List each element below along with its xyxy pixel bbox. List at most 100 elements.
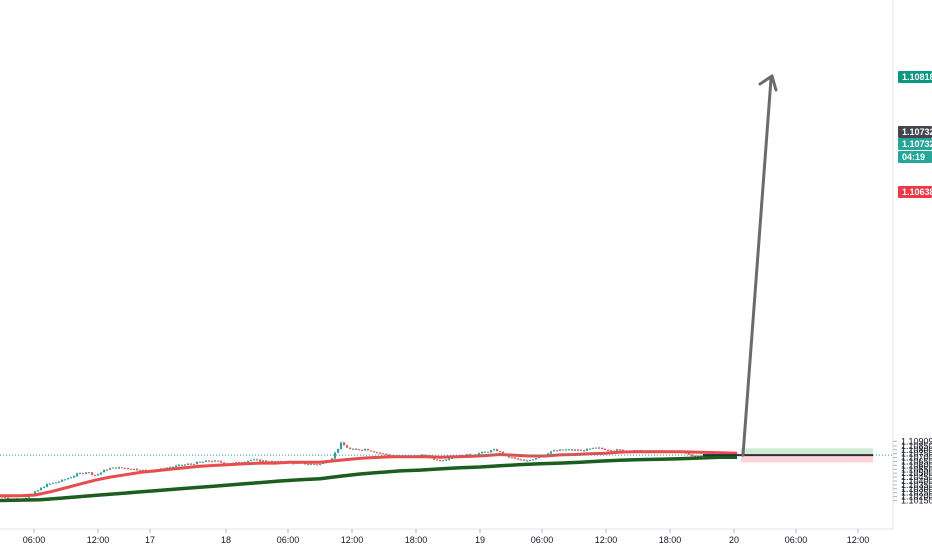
candle-body <box>583 450 585 452</box>
candle-body <box>139 470 141 472</box>
candle-body <box>202 461 204 463</box>
candle-body <box>94 474 96 476</box>
candle-body <box>106 469 108 471</box>
price-tick-label: 1.10250 <box>901 488 932 498</box>
candle-body <box>607 449 609 451</box>
time-tick-label: 19 <box>475 535 485 545</box>
candle-body <box>595 447 597 449</box>
candle-body <box>58 481 60 483</box>
candle-body <box>382 453 384 455</box>
candle-body <box>523 459 525 461</box>
candle-body <box>445 459 447 461</box>
candle-body <box>256 459 258 461</box>
price-tick-label: 1.10700 <box>901 453 932 463</box>
candle-body <box>199 461 201 463</box>
candle-body <box>307 464 309 466</box>
candle-body <box>127 468 129 470</box>
candle-body <box>697 455 699 457</box>
candle-body <box>439 460 441 462</box>
candle-body <box>373 451 375 453</box>
candle-body <box>448 458 450 460</box>
candle-body <box>700 455 702 457</box>
candle-body <box>28 496 30 498</box>
arrow-head-icon <box>758 74 778 92</box>
candle-body <box>271 461 273 463</box>
candle-body <box>37 490 39 492</box>
overlay-layer <box>0 74 893 457</box>
up-arrow-icon[interactable] <box>741 77 773 457</box>
candle-body <box>526 460 528 462</box>
candle-body <box>469 454 471 456</box>
candle-body <box>547 453 549 455</box>
time-tick-label: 12:00 <box>87 535 110 545</box>
candle-body <box>589 448 591 450</box>
price-badge <box>898 138 932 150</box>
candle-body <box>310 463 312 465</box>
candle-body <box>313 463 315 465</box>
price-tick-label: 1.10550 <box>901 464 932 474</box>
candle-body <box>340 442 342 449</box>
time-tick-label: 12:00 <box>847 535 870 545</box>
candle-body <box>520 459 522 461</box>
price-tick-label: 1.10909 <box>901 436 932 446</box>
candle-body <box>562 449 564 451</box>
price-badge <box>898 151 932 163</box>
candle-body <box>346 445 348 448</box>
candle-body <box>553 450 555 452</box>
candle-body <box>193 463 195 465</box>
price-badge-label: 04:19 <box>902 152 925 162</box>
candle-body <box>352 448 354 450</box>
candle-body <box>130 468 132 470</box>
candle-body <box>49 483 51 485</box>
candle-body <box>250 459 252 461</box>
time-tick-label: 18:00 <box>659 535 682 545</box>
candle-body <box>274 461 276 463</box>
candle-body <box>103 469 105 473</box>
candle-body <box>190 463 192 465</box>
time-tick-label: 20 <box>729 535 739 545</box>
candle-body <box>235 462 237 464</box>
candle-body <box>349 447 351 449</box>
candle-body <box>34 491 36 495</box>
candle-body <box>64 479 66 481</box>
candle-body <box>73 476 75 478</box>
fast-moving-average-line <box>0 450 738 498</box>
price-tick-label: 1.10150 <box>901 496 932 506</box>
candle-body <box>355 448 357 450</box>
time-tick-label: 12:00 <box>341 535 364 545</box>
candle-body <box>46 483 48 488</box>
candle-body <box>124 468 126 470</box>
candle-body <box>40 487 42 491</box>
candle-body <box>451 457 453 459</box>
candle-body <box>379 452 381 454</box>
candle-body <box>511 457 513 459</box>
candle-body <box>55 482 57 484</box>
stop-zone[interactable] <box>741 455 873 463</box>
target-zone[interactable] <box>741 448 873 456</box>
candle-body <box>334 452 336 459</box>
candle-body <box>592 447 594 449</box>
candle-body <box>85 472 87 474</box>
price-tick-label: 1.10400 <box>901 476 932 486</box>
candle-body <box>376 452 378 454</box>
candle-body <box>478 453 480 455</box>
candle-body <box>604 448 606 450</box>
candle-body <box>217 460 219 462</box>
candle-body <box>367 449 369 451</box>
candle-body <box>532 459 534 461</box>
candle-body <box>361 449 363 451</box>
candle-body <box>481 451 483 454</box>
candle-body <box>535 458 537 460</box>
candle-body <box>601 447 603 449</box>
candle-body <box>577 449 579 451</box>
time-tick-label: 06:00 <box>23 535 46 545</box>
candle-body <box>172 466 174 468</box>
candle-body <box>112 467 114 469</box>
candle-body <box>550 451 552 454</box>
candle-body <box>559 449 561 451</box>
candle-body <box>556 450 558 452</box>
candle-body <box>598 447 600 449</box>
candle-body <box>622 449 624 452</box>
time-tick-label: 06:00 <box>277 535 300 545</box>
